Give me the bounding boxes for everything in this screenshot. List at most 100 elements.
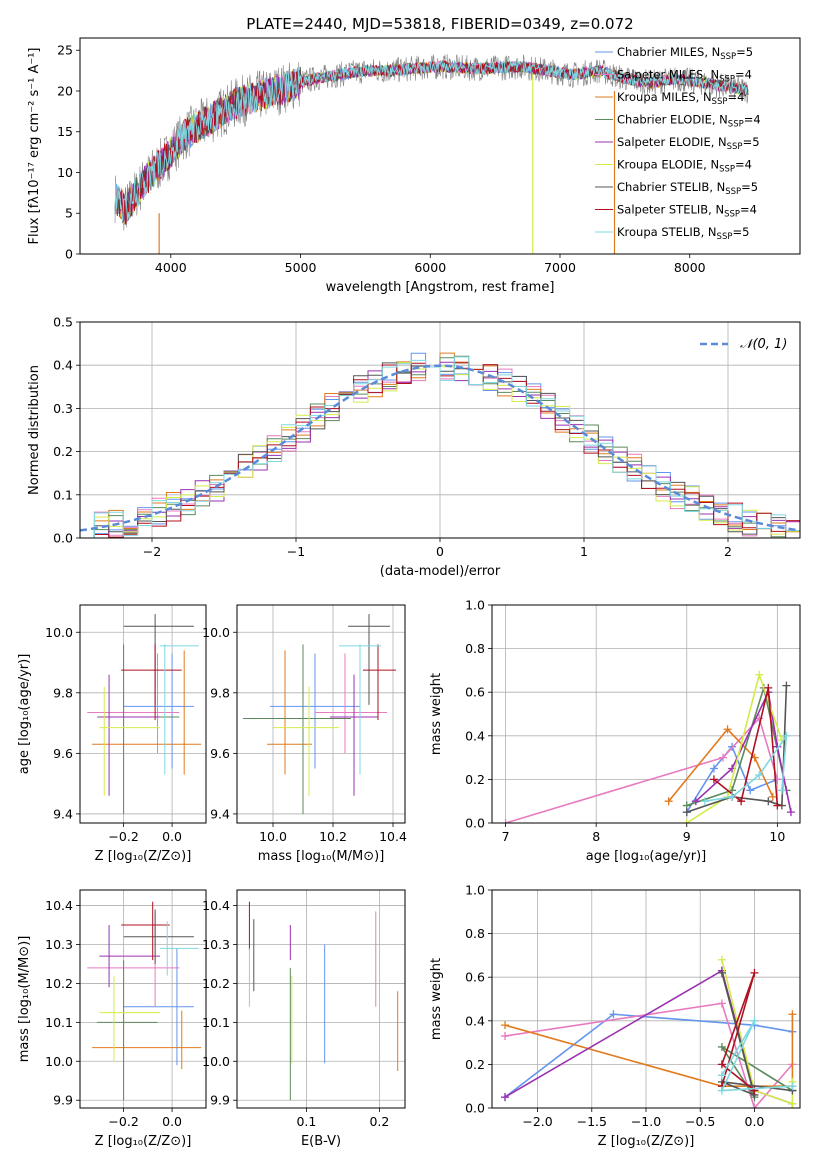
x-axis-label: E(B-V)	[301, 1134, 341, 1149]
x-axis-label: Z [log₁₀(Z/Z⊙)]	[95, 849, 192, 864]
x-axis-label: (data-model)/error	[380, 564, 501, 579]
legend-label: Kroupa STELIB, NSSP=5	[617, 225, 749, 242]
axes-frame	[491, 604, 801, 824]
y-tick-label: 0.3	[53, 401, 73, 416]
chart-title: PLATE=2440, MJD=53818, FIBERID=0349, z=0…	[246, 15, 633, 33]
y-tick-label: 0.4	[465, 728, 485, 743]
weight-line-8	[720, 972, 756, 1092]
y-tick-label: 9.4	[210, 806, 230, 821]
plot-area-age-vs-Z	[87, 614, 202, 814]
legend-label: Kroupa ELODIE, NSSP=4	[617, 158, 752, 175]
plot-area-spectrum	[114, 54, 749, 254]
weight-marker	[764, 683, 773, 692]
x-tick-label: 7	[502, 829, 510, 844]
weight-marker	[717, 1042, 726, 1051]
y-tick-label: 9.9	[210, 1093, 230, 1108]
weight-marker	[691, 797, 700, 806]
legend-label: Kroupa MILES, NSSP=4	[617, 90, 744, 107]
x-tick-label: 1	[580, 544, 588, 559]
x-tick-label: 9	[683, 829, 691, 844]
weight-marker	[717, 1086, 726, 1095]
weight-marker	[717, 1071, 726, 1080]
y-tick-label: 10.4	[202, 898, 230, 913]
legend-label: 𝒩(0, 1)	[740, 337, 787, 352]
x-tick-label: 4000	[155, 260, 187, 275]
y-axis-label: Flux [fλ10⁻¹⁷ erg cm⁻² s⁻¹ A⁻¹]	[27, 48, 42, 245]
y-tick-label: 10.4	[45, 898, 73, 913]
x-tick-label: 0.0	[162, 829, 182, 844]
weight-marker	[786, 808, 795, 817]
x-tick-label: −1	[287, 544, 305, 559]
x-tick-label: −0.5	[685, 1114, 715, 1129]
y-tick-label: 9.9	[53, 1093, 73, 1108]
y-tick-label: 1.0	[465, 598, 485, 613]
x-tick-label: 0.1	[296, 1114, 316, 1129]
weight-marker	[501, 1032, 510, 1041]
weight-marker	[709, 764, 718, 773]
y-tick-label: 10.0	[45, 625, 73, 640]
plot-area-mass-vs-Z	[87, 901, 202, 1101]
weight-marker	[723, 725, 732, 734]
x-axis-label: mass [log₁₀(M/M⊙)]	[258, 849, 385, 864]
legend-label: Salpeter MILES, NSSP=4	[617, 68, 752, 85]
weight-marker	[728, 792, 737, 801]
x-axis-label: Z [log₁₀(Z/Z⊙)]	[95, 1134, 192, 1149]
y-axis-label: age [log₁₀(age/yr)]	[17, 654, 32, 775]
y-tick-label: 10.3	[202, 937, 230, 952]
weight-line-1	[504, 1013, 793, 1098]
x-tick-label: 10.0	[259, 829, 287, 844]
weight-marker	[717, 1060, 726, 1069]
legend-label: Chabrier ELODIE, NSSP=4	[617, 113, 761, 130]
y-tick-label: 0.0	[465, 1101, 485, 1116]
normal-curve	[80, 364, 800, 532]
y-tick-label: 0	[65, 247, 73, 262]
y-tick-label: 10.0	[202, 1054, 230, 1069]
plot-area-age-vs-mass	[243, 614, 396, 814]
weight-marker	[609, 1010, 618, 1019]
weight-marker	[788, 1082, 797, 1091]
weight-marker	[788, 1010, 797, 1019]
x-tick-label: −0.2	[108, 829, 138, 844]
y-tick-label: 1.0	[465, 883, 485, 898]
weight-marker	[750, 1104, 759, 1108]
weight-marker	[717, 968, 726, 977]
weight-marker	[682, 819, 691, 823]
plot-area-weight-vs-Z	[501, 955, 797, 1108]
y-tick-label: 0.4	[465, 1013, 485, 1028]
weight-marker	[682, 808, 691, 817]
y-axis-label: mass weight	[429, 958, 444, 1040]
x-tick-label: −1.5	[577, 1114, 607, 1129]
x-tick-label: −1.0	[631, 1114, 661, 1129]
weight-marker	[737, 797, 746, 806]
weight-marker	[700, 797, 709, 806]
weight-marker	[664, 797, 673, 806]
x-tick-label: 8000	[674, 260, 706, 275]
weight-marker	[782, 681, 791, 690]
y-tick-label: 5	[65, 206, 73, 221]
x-tick-label: 0	[436, 544, 444, 559]
x-tick-label: 0.2	[369, 1114, 389, 1129]
y-tick-label: 0.2	[465, 1057, 485, 1072]
x-tick-label: 0.0	[745, 1114, 765, 1129]
y-tick-label: 9.8	[210, 685, 230, 700]
histogram-9	[80, 356, 800, 538]
axes-frame	[79, 889, 207, 1109]
weight-marker	[773, 801, 782, 810]
legend-label: Salpeter ELODIE, NSSP=5	[617, 135, 760, 152]
y-tick-label: 0.2	[53, 444, 73, 459]
y-tick-label: 0.4	[53, 358, 73, 373]
x-tick-label: −2.0	[522, 1114, 552, 1129]
weight-marker	[750, 1016, 759, 1025]
weight-marker	[501, 819, 510, 823]
y-tick-label: 9.6	[210, 746, 230, 761]
legend-label: Chabrier STELIB, NSSP=5	[617, 180, 758, 197]
weight-marker	[768, 792, 777, 801]
y-tick-label: 10	[57, 165, 73, 180]
weight-line-4	[686, 684, 788, 807]
legend-label: Chabrier MILES, NSSP=5	[617, 45, 753, 62]
weight-marker	[501, 1093, 510, 1102]
y-tick-label: 0.6	[465, 970, 485, 985]
weight-line-7	[721, 972, 793, 1097]
weight-marker	[750, 968, 759, 977]
y-tick-label: 0.8	[465, 926, 485, 941]
